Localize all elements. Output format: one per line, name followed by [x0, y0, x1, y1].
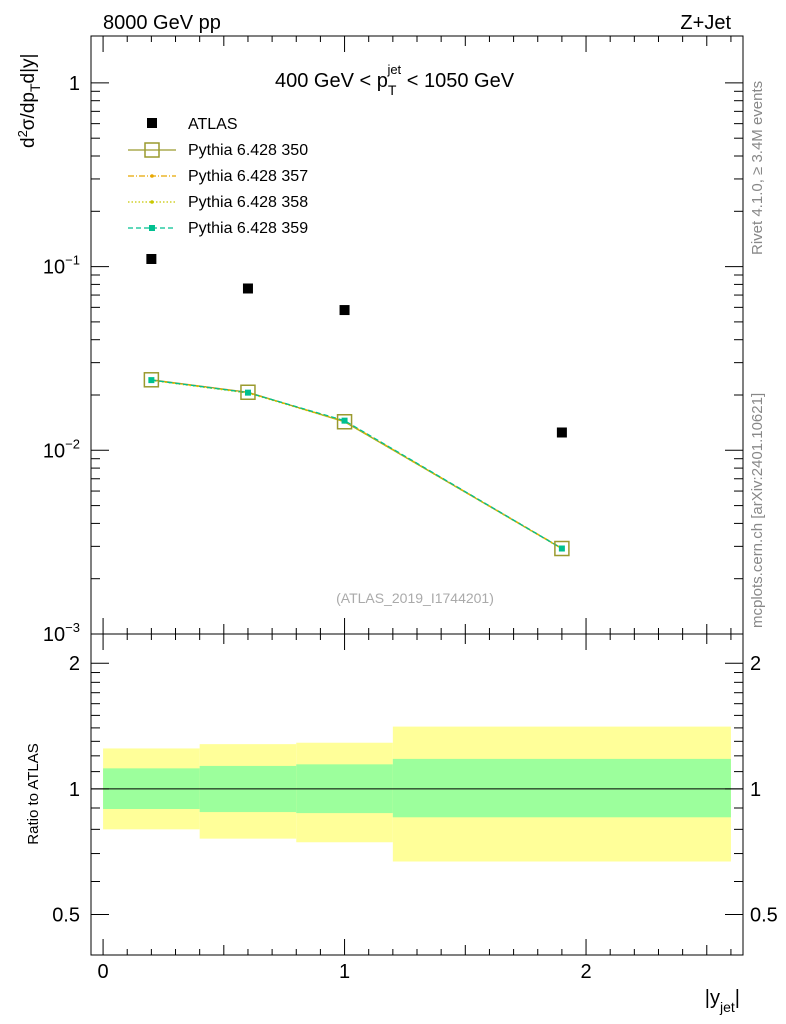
legend: ATLAS Pythia 6.428 350 Pythia 6.428 357 … [128, 116, 308, 237]
analysis-watermark: (ATLAS_2019_I1744201) [336, 590, 494, 606]
pythia-350-point [554, 540, 570, 557]
legend-label-359: Pythia 6.428 359 [188, 220, 308, 237]
legend-marker-359 [149, 225, 155, 231]
series-line-1 [151, 379, 563, 550]
legend-entry-357: Pythia 6.428 357 [128, 168, 308, 185]
ratio-y-tick-label: 2 [69, 653, 80, 675]
legend-entry-350: Pythia 6.428 350 [128, 142, 308, 159]
x-axis-label: |yjet| [705, 987, 740, 1015]
ratio-frame [90, 633, 744, 956]
ratio-y-tick-label-right: 1 [750, 779, 761, 801]
legend-entry-358: Pythia 6.428 358 [128, 194, 308, 211]
pythia-350-point [240, 384, 256, 401]
atlas-data-point [339, 305, 350, 316]
legend-marker-atlas [147, 118, 157, 128]
atlas-data-point [146, 253, 157, 264]
main-series-layer [143, 253, 570, 557]
y-tick-label: 1 [69, 73, 80, 95]
legend-label-358: Pythia 6.428 358 [188, 194, 308, 211]
series-line-2 [151, 379, 563, 549]
pythia-359-point [244, 389, 251, 396]
legend-label-atlas: ATLAS [188, 116, 238, 133]
ratio-y-tick-label-right: 0.5 [750, 905, 778, 927]
pythia-350-point [143, 372, 160, 388]
rivet-version-label: Rivet 4.1.0, ≥ 3.4M events [749, 81, 766, 255]
header-process-label: Z+Jet [680, 12, 731, 34]
ratio-y-tick-label: 0.5 [52, 905, 80, 927]
ratio-y-axis-label: Ratio to ATLAS [25, 743, 42, 844]
main-axis-ticks: 1 10−1 10−2 10−3 [43, 36, 743, 646]
legend-marker-358 [150, 200, 154, 204]
main-y-axis-label: d2σ/dpTd|y| [15, 54, 43, 148]
pythia-359-point [341, 417, 348, 424]
series-line-4 [151, 379, 563, 550]
ratio-panel: 0.5 0.5 1 1 2 2 0 1 2 Ratio to ATLAS |yjet| [25, 633, 778, 1015]
stat-uncertainty-band-3 [392, 758, 731, 818]
y-tick-label: 10−2 [43, 436, 80, 462]
ratio-y-tick-label-right: 2 [750, 653, 761, 675]
legend-entry-atlas: ATLAS [147, 116, 238, 133]
legend-marker-357 [150, 174, 154, 178]
x-tick-label: 1 [339, 961, 350, 983]
ratio-y-tick-label: 1 [69, 779, 80, 801]
series-line-3 [151, 379, 563, 550]
header-energy-label: 8000 GeV pp [103, 12, 221, 34]
pythia-359-point [558, 545, 565, 552]
legend-marker-350 [144, 142, 160, 158]
mcplots-label: mcplots.cern.ch [arXiv:2401.10621] [749, 393, 766, 628]
legend-label-357: Pythia 6.428 357 [188, 168, 308, 185]
pythia-359-point [148, 377, 155, 384]
main-title: 400 GeV < pTjet < 1050 GeV [275, 62, 515, 98]
atlas-data-point [242, 283, 253, 294]
legend-entry-359: Pythia 6.428 359 [128, 220, 308, 237]
ratio-bands [103, 726, 731, 862]
y-tick-label: 10−3 [43, 620, 80, 646]
main-panel: 1 10−1 10−2 10−3 400 GeV < pTjet < 1050 GeV… [15, 35, 744, 646]
x-tick-label: 2 [580, 961, 591, 983]
pythia-350-point [336, 414, 353, 430]
x-tick-label: 0 [98, 961, 109, 983]
ratio-axis-ticks: 0.5 0.5 1 1 2 2 0 1 2 [52, 634, 778, 983]
legend-label-350: Pythia 6.428 350 [188, 142, 308, 159]
atlas-data-point [556, 427, 567, 438]
y-tick-label: 10−1 [43, 253, 80, 279]
